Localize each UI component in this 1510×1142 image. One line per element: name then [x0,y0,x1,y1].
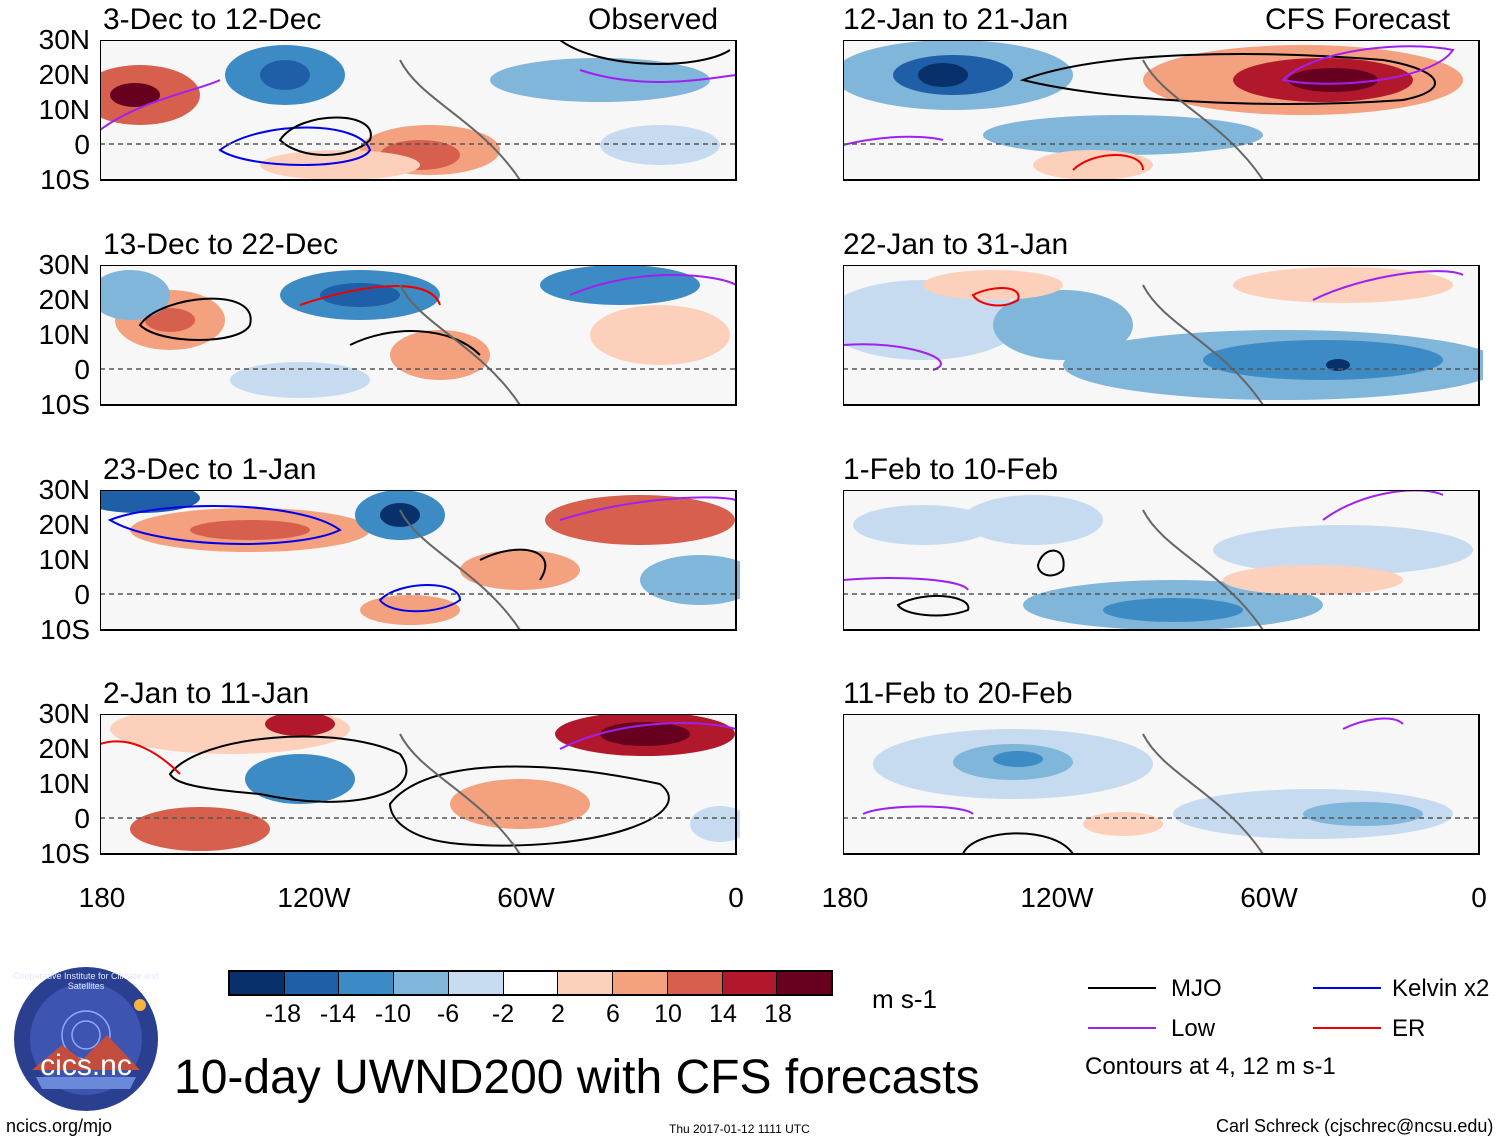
panel-title: 23-Dec to 1-Jan [103,453,317,486]
lon-label: 60W [1240,882,1298,913]
colorbar-units: m s-1 [872,984,937,1014]
legend-line-kelvin [1313,987,1381,989]
map-panel-obs-2 [90,264,737,406]
lat-label: 30N [38,698,90,729]
colorbar-swatch [558,972,614,994]
map-panel-obs-4 [99,704,750,855]
panel-title: 12-Jan to 21-Jan [843,3,1069,36]
map-svg [842,489,1480,631]
lat-label: 0 [74,579,90,610]
lon-label: 0 [1471,882,1487,913]
lon-label: 0 [728,882,744,913]
colorbar-swatch [777,972,832,994]
lat-label: 20N [38,59,90,90]
lat-label: 0 [74,803,90,834]
colorbar-swatch [613,972,668,994]
map-panel-obs-1 [80,39,737,181]
lat-label: 30N [38,474,90,505]
lon-label: 120W [1020,882,1094,913]
logo-text: cics.nc [40,1049,132,1082]
lat-label: 30N [38,249,90,280]
legend-note: Contours at 4, 12 m s-1 [1085,1053,1336,1080]
colorbar-swatch [503,972,559,994]
legend-line-mjo [1088,987,1156,989]
legend-label: Kelvin x2 [1392,975,1490,1002]
lat-label: 0 [74,354,90,385]
legend-label: MJO [1171,975,1222,1002]
legend-line-low [1088,1027,1156,1029]
lat-label: 20N [38,284,90,315]
map-panel-fcst-1 [833,39,1480,181]
main-title: 10-day UWND200 with CFS forecasts [174,1051,980,1104]
lat-label: 10S [40,164,90,195]
map-svg [99,704,750,855]
colorbar-label: 2 [551,1000,565,1028]
map-svg [80,483,760,631]
legend-label: ER [1392,1015,1426,1042]
lat-label: 20N [38,509,90,540]
colorbar-swatch [667,972,723,994]
colorbar-label: -18 [264,1000,302,1028]
map-panel-fcst-3 [842,489,1480,631]
lon-label: 120W [277,882,351,913]
lat-label: 20N [38,733,90,764]
panel-title: 22-Jan to 31-Jan [843,228,1069,261]
panel-title: 1-Feb to 10-Feb [843,453,1059,486]
panel-title: 13-Dec to 22-Dec [103,228,339,261]
lon-label: 180 [821,882,869,913]
contour-legend: MJO Kelvin x2 Low ER Contours at 4, 12 m… [1085,975,1505,1085]
colorbar-swatch [339,972,395,994]
colorbar-label: 18 [764,1000,792,1028]
colorbar-swatch [448,972,504,994]
colorbar-swatch [284,972,340,994]
colorbar-swatch [394,972,449,994]
footer-author: Carl Schreck (cjschrec@ncsu.edu) [1216,1116,1494,1136]
lon-label: 60W [497,882,555,913]
colorbar-label: -14 [319,1000,357,1028]
map-svg [90,264,737,406]
lat-label: 10S [40,389,90,420]
cics-logo: cics.nc Cooperative Institute for Climat… [12,965,160,1113]
map-svg [842,713,1480,855]
map-panel-obs-3 [80,483,760,631]
colorbar-label: -10 [374,1000,412,1028]
colorbar-label: 6 [606,1000,620,1028]
panel-tag: Observed [588,3,719,36]
lat-label: 10S [40,614,90,645]
panel-title: 3-Dec to 12-Dec [103,3,322,36]
panel-tag: CFS Forecast [1265,3,1451,36]
colorbar [228,970,833,996]
lon-label: 180 [78,882,126,913]
map-svg [833,39,1480,181]
lat-label: 10N [38,768,90,799]
legend-line-er [1313,1027,1381,1029]
colorbar-swatch [230,972,285,994]
map-svg [80,39,737,181]
lat-label: 30N [38,24,90,55]
map-svg [823,264,1503,406]
map-panel-fcst-4 [842,713,1480,855]
lat-label: 10N [38,319,90,350]
map-panel-fcst-2 [823,264,1503,406]
colorbar-label: 10 [654,1000,682,1028]
panel-title: 2-Jan to 11-Jan [103,677,310,710]
logo-emblem [14,967,158,1111]
legend-label: Low [1171,1015,1216,1042]
colorbar-label: -2 [491,1000,515,1028]
colorbar-label: -6 [436,1000,460,1028]
colorbar-label: 14 [709,1000,737,1028]
lat-label: 10S [40,838,90,869]
panel-title: 11-Feb to 20-Feb [843,677,1073,710]
footer-url: ncics.org/mjo [6,1116,113,1136]
colorbar-swatch [722,972,778,994]
lat-label: 0 [74,129,90,160]
footer-timestamp: Thu 2017-01-12 1111 UTC [669,1122,810,1136]
logo-ring-text: Cooperative Institute for Climate and Sa… [12,971,160,991]
lat-label: 10N [38,544,90,575]
lat-label: 10N [38,94,90,125]
